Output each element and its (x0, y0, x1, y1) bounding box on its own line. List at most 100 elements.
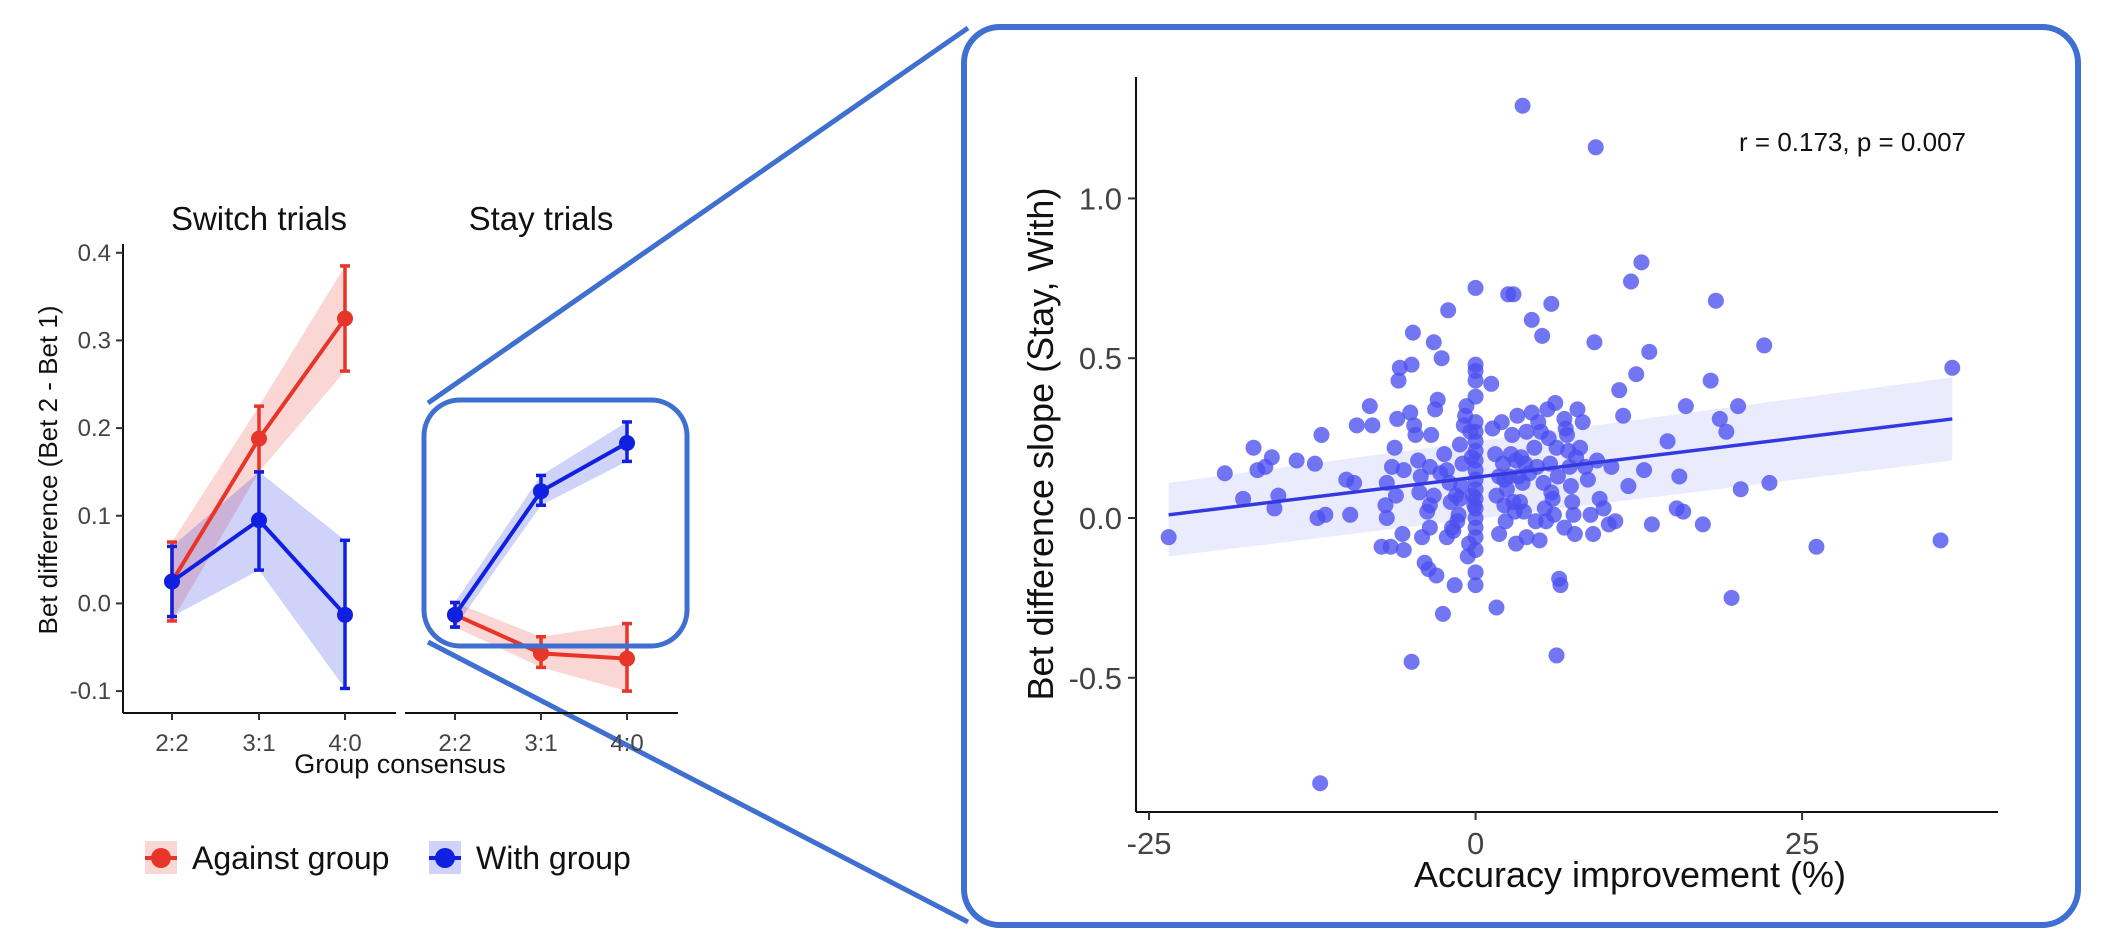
scatter-point (1446, 577, 1463, 594)
scatter-point (1263, 449, 1280, 466)
y-axis-label-left: Bet difference (Bet 2 - Bet 1) (33, 305, 63, 634)
scatter-point (1402, 404, 1419, 421)
switch-trials-title: Switch trials (171, 200, 347, 237)
scatter-point (1562, 478, 1579, 495)
scatter-point (1641, 343, 1658, 360)
stay-trials-panel: Stay trials 2:2 3:1 4:0 (405, 200, 678, 757)
scatter-point (1932, 532, 1949, 549)
y-tick-label: 0.0 (78, 590, 111, 617)
scatter-point (1568, 449, 1585, 466)
scatter-point (1467, 372, 1484, 389)
regression-line (1168, 417, 1953, 517)
scatter-point (1723, 589, 1740, 606)
y-tick-label: 0.4 (78, 240, 111, 267)
scatter-point (1467, 577, 1484, 594)
scatter-point (1451, 490, 1468, 507)
scatter-point (1675, 503, 1692, 520)
scatter-point (1389, 410, 1406, 427)
scatter-point (1579, 471, 1596, 488)
scatter-point (1633, 254, 1650, 271)
scatter-point (1453, 478, 1470, 495)
scatter-point (1607, 513, 1624, 530)
scatter-point (1808, 538, 1825, 555)
scatter-point (1436, 446, 1453, 463)
scatter-point (1361, 398, 1378, 415)
scatter-point (1386, 439, 1403, 456)
scatter-point (1565, 506, 1582, 523)
scatter-point (1491, 525, 1508, 542)
scatter-point (1421, 519, 1438, 536)
scatter-point (1521, 465, 1538, 482)
scatter-point (1509, 407, 1526, 424)
scatter-point (1515, 503, 1532, 520)
scatter-point (1756, 337, 1773, 354)
scatter-point (1377, 497, 1394, 514)
scatter-point (1216, 465, 1233, 482)
scatter-panel: Bet difference slope (Stay, With) Accura… (1020, 77, 1998, 895)
scatter-point (1545, 506, 1562, 523)
stay-with-point (447, 606, 463, 623)
scatter-point (1288, 452, 1305, 469)
scatter-point (1312, 775, 1329, 792)
scatter-point (1403, 653, 1420, 670)
scatter-point (1428, 567, 1445, 584)
y-tick-label: 0.2 (78, 415, 111, 442)
scatter-point (1451, 436, 1468, 453)
switch-with-point (164, 573, 180, 590)
scatter-y-tick-label: -0.5 (1069, 661, 1122, 696)
scatter-point (1544, 490, 1561, 507)
legend: Against group With group (145, 840, 631, 876)
scatter-point (1718, 423, 1735, 440)
stay-against-point (619, 650, 635, 667)
legend-key-with (429, 841, 461, 874)
scatter-point (1483, 375, 1500, 392)
scatter-point (1429, 391, 1446, 408)
scatter-point (1467, 279, 1484, 296)
switch-against-point (251, 430, 267, 447)
scatter-point (1611, 382, 1628, 399)
scatter-point (1694, 516, 1711, 533)
x-tick-label: 4:0 (328, 730, 361, 757)
x-tick-label: 2:2 (438, 730, 471, 757)
scatter-point (1411, 484, 1428, 501)
switch-against-point (337, 310, 353, 327)
scatter-point (1383, 458, 1400, 475)
scatter-point (1425, 487, 1442, 504)
scatter-point (1410, 452, 1427, 469)
scatter-point (1582, 506, 1599, 523)
x-tick-label: 3:1 (242, 730, 275, 757)
scatter-y-label: Bet difference slope (Stay, With) (1020, 188, 1061, 701)
switch-with-ribbon (172, 471, 345, 689)
scatter-point (1387, 487, 1404, 504)
scatter-point (1346, 474, 1363, 491)
switch-with-point (337, 606, 353, 623)
correlation-annotation: r = 0.173, p = 0.007 (1739, 127, 1966, 157)
scatter-point (1407, 426, 1424, 443)
legend-label-against: Against group (192, 840, 389, 876)
scatter-point (1534, 327, 1551, 344)
y-tick-label: 0.1 (78, 503, 111, 530)
scatter-point (1707, 292, 1724, 309)
stay-with-point (533, 483, 549, 500)
legend-label-with: With group (476, 840, 631, 876)
scatter-x-tick-label: 0 (1467, 826, 1484, 861)
scatter-point (1432, 465, 1449, 482)
scatter-point (1364, 417, 1381, 434)
scatter-point (1395, 541, 1412, 558)
scatter-point (1518, 529, 1535, 546)
scatter-point (1313, 426, 1330, 443)
scatter-point (1160, 529, 1177, 546)
scatter-point (1467, 541, 1484, 558)
scatter-point (1543, 295, 1560, 312)
scatter-point (1702, 372, 1719, 389)
scatter-point (1403, 356, 1420, 373)
scatter-x-tick-label: -25 (1127, 826, 1172, 861)
scatter-point (1425, 334, 1442, 351)
legend-key-against (145, 841, 177, 874)
scatter-point (1484, 420, 1501, 437)
scatter-point (1620, 478, 1637, 495)
scatter-point (1548, 647, 1565, 664)
scatter-point (1531, 532, 1548, 549)
scatter-point (1643, 516, 1660, 533)
